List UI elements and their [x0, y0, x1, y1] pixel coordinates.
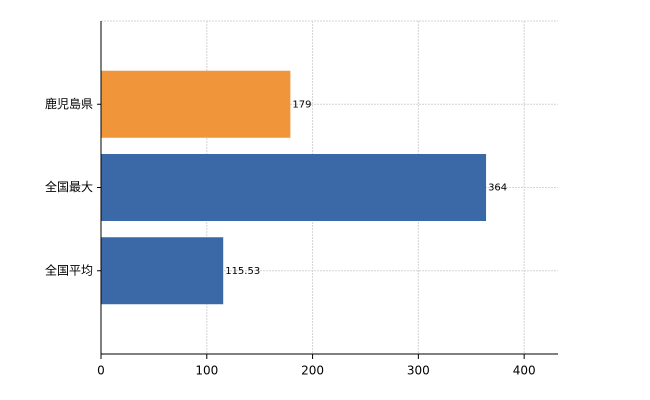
- bar: [101, 237, 224, 305]
- value-label: 179: [292, 99, 311, 110]
- x-tick-label: 0: [97, 364, 105, 378]
- x-tick-label: 300: [407, 364, 430, 378]
- value-label: 115.53: [225, 266, 260, 277]
- bar: [101, 70, 291, 138]
- x-tick-label: 400: [513, 364, 536, 378]
- y-tick-label: 全国平均: [45, 262, 93, 277]
- bar: [101, 154, 487, 221]
- y-tick-label: 全国最大: [45, 179, 93, 194]
- value-label: 364: [488, 183, 507, 194]
- x-tick-label: 100: [195, 364, 218, 378]
- y-tick-label: 鹿児島県: [45, 96, 93, 111]
- x-tick-label: 200: [301, 364, 324, 378]
